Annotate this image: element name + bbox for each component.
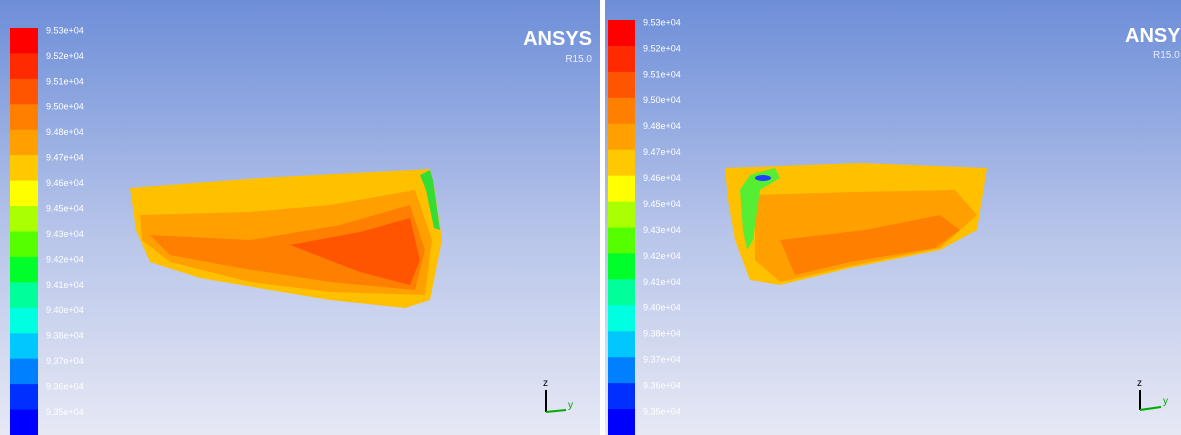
legend-swatch bbox=[10, 308, 38, 334]
legend-label: 9.46e+04 bbox=[46, 178, 84, 188]
legend-label: 9.38e+04 bbox=[643, 329, 681, 339]
legend-swatch bbox=[10, 384, 38, 410]
hull-zone bbox=[755, 175, 771, 181]
viewport: ANSYS R15.0 z y 9.53e+04 9.52e+04 9.51e+04… bbox=[605, 0, 1181, 435]
viewport: ANSYS R15.0 z y 9.53e+04 9.52e+04 9.51e+04… bbox=[0, 0, 600, 435]
legend-label: 9.47e+04 bbox=[643, 147, 681, 157]
legend-swatch bbox=[10, 130, 38, 156]
legend-swatch bbox=[608, 124, 635, 150]
legend-label: 9.41e+04 bbox=[46, 280, 84, 290]
legend-label: 9.35e+04 bbox=[643, 406, 681, 416]
legend-swatch bbox=[10, 206, 38, 232]
legend-label: 9.52e+04 bbox=[46, 51, 84, 61]
legend-label: 9.42e+04 bbox=[46, 254, 84, 264]
legend-label: 9.45e+04 bbox=[643, 199, 681, 209]
axis-y-label: y bbox=[1163, 396, 1168, 407]
legend-swatch bbox=[608, 253, 635, 279]
legend-label: 9.48e+04 bbox=[46, 127, 84, 137]
legend-swatch bbox=[608, 72, 635, 98]
legend-swatch bbox=[608, 46, 635, 72]
legend-label: 9.40e+04 bbox=[46, 305, 84, 315]
logo-version: R15.0 bbox=[565, 54, 592, 65]
legend-label: 9.40e+04 bbox=[643, 303, 681, 313]
legend-swatch bbox=[608, 383, 635, 409]
legend-label: 9.51e+04 bbox=[643, 69, 681, 79]
axis-y bbox=[546, 410, 566, 412]
axis-z-label: z bbox=[1137, 378, 1142, 389]
legend-label: 9.37e+04 bbox=[46, 356, 84, 366]
panel: ANSYS R15.0 z y 9.53e+04 9.52e+04 9.51e+04… bbox=[605, 0, 1181, 435]
legend-label: 9.42e+04 bbox=[643, 251, 681, 261]
legend-label: 9.48e+04 bbox=[643, 121, 681, 131]
legend-swatch bbox=[10, 257, 38, 283]
legend-swatch bbox=[10, 155, 38, 181]
legend-label: 9.46e+04 bbox=[643, 173, 681, 183]
legend-swatch bbox=[10, 181, 38, 207]
legend-swatch bbox=[608, 150, 635, 176]
legend-swatch bbox=[608, 20, 635, 46]
legend-label: 9.43e+04 bbox=[46, 229, 84, 239]
legend-label: 9.47e+04 bbox=[46, 153, 84, 163]
legend-swatch bbox=[10, 28, 38, 54]
logo-brand: ANSYS bbox=[523, 28, 592, 50]
logo-brand: ANSYS bbox=[1125, 25, 1181, 47]
legend-swatch bbox=[10, 359, 38, 385]
legend-swatch bbox=[608, 228, 635, 254]
legend-label: 9.38e+04 bbox=[46, 331, 84, 341]
legend-label: 9.51e+04 bbox=[46, 76, 84, 86]
legend-swatch bbox=[608, 305, 635, 331]
legend-swatch bbox=[608, 98, 635, 124]
legend-label: 9.45e+04 bbox=[46, 203, 84, 213]
legend-label: 9.37e+04 bbox=[643, 355, 681, 365]
legend-label: 9.53e+04 bbox=[643, 17, 681, 27]
panel: ANSYS R15.0 z y 9.53e+04 9.52e+04 9.51e+04… bbox=[0, 0, 600, 435]
legend-swatch bbox=[608, 331, 635, 357]
legend-label: 9.53e+04 bbox=[46, 25, 84, 35]
legend-label: 9.36e+04 bbox=[643, 381, 681, 391]
legend-label: 9.43e+04 bbox=[643, 225, 681, 235]
legend-label: 9.36e+04 bbox=[46, 382, 84, 392]
axis-y bbox=[1140, 407, 1161, 410]
legend-swatch bbox=[608, 176, 635, 202]
logo-version: R15.0 bbox=[1153, 50, 1180, 61]
legend-swatch bbox=[10, 232, 38, 258]
legend-swatch bbox=[608, 409, 635, 435]
legend-swatch bbox=[10, 104, 38, 130]
axis-y-label: y bbox=[568, 400, 573, 411]
page: ANSYS R15.0 z y 9.53e+04 9.52e+04 9.51e+04… bbox=[0, 0, 1181, 435]
legend-label: 9.41e+04 bbox=[643, 277, 681, 287]
legend-swatch bbox=[608, 357, 635, 383]
legend-swatch bbox=[608, 202, 635, 228]
legend-swatch bbox=[608, 279, 635, 305]
legend-swatch bbox=[10, 333, 38, 359]
legend-swatch bbox=[10, 282, 38, 308]
legend-label: 9.50e+04 bbox=[643, 95, 681, 105]
legend-swatch bbox=[10, 410, 38, 435]
legend-label: 9.52e+04 bbox=[643, 43, 681, 53]
axis-z-label: z bbox=[543, 378, 548, 389]
legend-swatch bbox=[10, 53, 38, 79]
legend-swatch bbox=[10, 79, 38, 105]
legend-label: 9.35e+04 bbox=[46, 407, 84, 417]
legend-label: 9.50e+04 bbox=[46, 102, 84, 112]
